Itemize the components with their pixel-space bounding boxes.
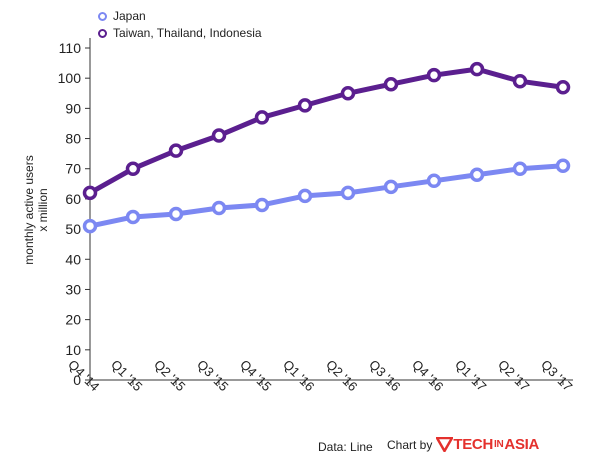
point-taiwan-thailand-indonesia-9 [469,61,485,77]
techinasia-logo-mark-icon [436,437,454,452]
data-source-note: Data: Line [318,440,373,454]
y-tick-label-10: 10 [65,342,81,358]
brand-asia: ASIA [504,436,540,453]
y-tick-label-90: 90 [65,100,81,116]
point-japan-2 [168,206,184,222]
y-tick-label-30: 30 [65,281,81,297]
point-japan-5 [297,188,313,204]
x-tick-label-8: Q4 '16 [409,357,446,394]
x-tick-label-4: Q4 '15 [237,357,274,394]
point-taiwan-thailand-indonesia-10 [512,73,528,89]
x-tick-label-5: Q1 '16 [280,357,317,394]
chart-credit: Chart by TECH IN ASIA [387,436,539,453]
y-axis-label-line2: x million [36,188,50,231]
legend-label-japan: Japan [113,9,146,23]
y-tick-label-60: 60 [65,191,81,207]
x-tick-label-9: Q1 '17 [452,357,489,394]
legend-item-japan: Japan [98,8,262,25]
y-tick-label-70: 70 [65,161,81,177]
point-japan-11 [555,158,571,173]
chart-credit-prefix: Chart by [387,437,433,452]
point-taiwan-thailand-indonesia-6 [340,86,356,101]
y-tick-label-40: 40 [65,251,81,267]
point-japan-3 [211,200,227,216]
y-tick-label-100: 100 [58,70,82,86]
point-japan-10 [512,161,528,176]
point-japan-8 [426,173,442,189]
x-tick-label-11: Q3 '17 [538,357,575,394]
y-tick-label-80: 80 [65,131,81,147]
y-tick-label-0: 0 [73,372,81,388]
x-tick-label-6: Q2 '16 [323,357,360,394]
point-japan-4 [254,197,270,213]
point-japan-0 [82,218,98,234]
point-taiwan-thailand-indonesia-11 [555,79,571,95]
series-line-japan [87,163,566,229]
legend-marker-japan [98,12,107,21]
series-line-taiwan-thailand-indonesia [87,66,566,196]
x-tick-label-7: Q3 '16 [366,357,403,394]
point-taiwan-thailand-indonesia-4 [254,110,270,125]
point-japan-9 [469,167,485,183]
point-taiwan-thailand-indonesia-0 [82,185,98,201]
point-taiwan-thailand-indonesia-1 [125,161,141,176]
y-tick-label-20: 20 [65,312,81,328]
brand-in: IN [494,439,504,450]
legend: Japan Taiwan, Thailand, Indonesia [98,8,262,42]
x-tick-label-2: Q2 '15 [151,357,188,394]
x-tick-label-10: Q2 '17 [495,357,532,394]
y-tick-label-110: 110 [59,40,82,56]
x-tick-label-3: Q3 '15 [194,357,231,394]
legend-label-taiwan-thailand-indonesia: Taiwan, Thailand, Indonesia [113,26,262,40]
point-taiwan-thailand-indonesia-5 [297,98,313,113]
point-taiwan-thailand-indonesia-7 [383,76,399,92]
brand-tech: TECH [453,436,493,453]
y-tick-label-50: 50 [65,221,81,237]
y-axis-label-line1: monthly active users [22,155,36,264]
x-tick-label-0: Q4 '14 [65,357,102,394]
legend-item-taiwan-thailand-indonesia: Taiwan, Thailand, Indonesia [98,25,262,42]
point-taiwan-thailand-indonesia-3 [211,128,227,143]
point-taiwan-thailand-indonesia-8 [426,67,442,83]
point-japan-7 [383,179,399,195]
point-japan-1 [125,209,141,225]
x-tick-label-1: Q1 '15 [108,357,145,394]
point-taiwan-thailand-indonesia-2 [168,143,184,158]
techinasia-logo: TECH IN ASIA [436,436,539,453]
legend-marker-taiwan-thailand-indonesia [98,29,107,38]
point-japan-6 [340,185,356,201]
